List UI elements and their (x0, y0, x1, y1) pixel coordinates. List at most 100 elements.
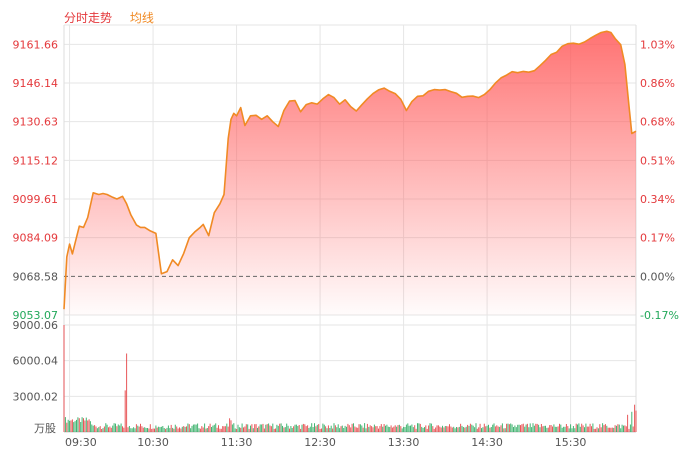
volume-bar (269, 425, 271, 432)
volume-bar (351, 423, 353, 432)
volume-bar (199, 428, 201, 432)
volume-bar (588, 426, 590, 432)
volume-bar (289, 428, 290, 432)
volume-bar (584, 427, 585, 432)
volume-tick-label: 9000.06 (13, 319, 59, 332)
volume-bar (91, 424, 93, 432)
volume-bar (617, 424, 619, 432)
volume-bar (574, 428, 576, 432)
volume-bar (449, 424, 450, 432)
volume-bar (236, 429, 238, 432)
volume-bar (560, 424, 562, 432)
volume-bar (102, 428, 104, 432)
volume-bar (428, 425, 430, 432)
percent-tick-label: 0.51% (640, 154, 675, 167)
volume-bar (437, 425, 439, 432)
volume-bar (628, 428, 630, 432)
volume-bar (215, 423, 217, 432)
volume-bar (474, 427, 476, 432)
volume-bar (302, 423, 304, 432)
volume-bar (287, 425, 289, 432)
volume-bar (506, 423, 508, 432)
volume-bar (95, 426, 97, 432)
volume-bar (94, 425, 96, 432)
volume-bar (503, 428, 505, 432)
volume-bar (141, 426, 143, 432)
volume-bar (469, 423, 471, 432)
volume-bar (536, 423, 538, 432)
volume-bar (419, 423, 421, 432)
volume-bar (593, 428, 595, 432)
volume-bar (632, 426, 634, 432)
volume-bar (532, 423, 534, 432)
volume-bar (117, 424, 119, 432)
volume-bar (538, 424, 540, 432)
volume-bar (165, 428, 167, 432)
volume-bar (135, 424, 137, 432)
volume-bar (332, 428, 334, 432)
volume-bar (330, 425, 332, 432)
volume-bar (337, 424, 339, 432)
price-tick-label: 9115.12 (13, 154, 59, 167)
volume-bar (373, 424, 375, 432)
volume-bar (80, 422, 82, 432)
time-tick-label: 14:30 (471, 436, 503, 449)
volume-bar (219, 428, 221, 432)
percent-tick-label: 0.00% (640, 270, 675, 283)
volume-bar (460, 423, 462, 432)
volume-bar (408, 425, 410, 432)
price-area (64, 31, 636, 316)
volume-bar (276, 424, 278, 432)
volume-bar (616, 425, 617, 432)
volume-bar (634, 404, 636, 432)
time-tick-label: 15:30 (555, 436, 587, 449)
volume-bar (101, 429, 103, 432)
volume-bar (414, 425, 416, 432)
volume-bar (365, 428, 367, 432)
volume-bar (158, 426, 160, 432)
volume-bar (589, 423, 591, 432)
volume-bar (556, 426, 558, 432)
volume-bar (385, 425, 386, 432)
volume-bar (180, 428, 182, 432)
volume-bar (211, 427, 212, 432)
volume-bar (542, 426, 544, 432)
volume-bar (421, 426, 423, 432)
volume-bar (353, 423, 354, 432)
volume-bar (63, 325, 65, 432)
volume-bar (160, 426, 162, 432)
volume-bar (607, 427, 609, 432)
volume-bar (407, 423, 409, 432)
price-area-fill (64, 31, 636, 316)
volume-bar (108, 427, 109, 432)
volume-bar (635, 410, 637, 432)
volume-bar (488, 424, 489, 432)
price-tick-label: 9068.58 (13, 270, 59, 283)
volume-bar (77, 417, 79, 432)
percent-tick-label: 0.86% (640, 77, 675, 90)
volume-bar (522, 423, 524, 432)
volume-bar (128, 426, 130, 432)
volume-bar (252, 428, 254, 432)
legend-minute-trend[interactable]: 分时走势 (64, 11, 113, 25)
volume-unit-label: 万股 (34, 422, 56, 435)
volume-bar (618, 424, 620, 432)
volume-bar (339, 428, 341, 432)
volume-bar (424, 427, 425, 432)
volume-bar (234, 428, 236, 432)
volume-bar (144, 427, 146, 432)
volume-bar (507, 423, 509, 432)
legend-average-line[interactable]: 均线 (129, 11, 154, 25)
volume-bar (561, 427, 563, 432)
volume-bar (181, 426, 183, 432)
volume-bar (87, 420, 89, 432)
volume-bar (348, 425, 350, 432)
volume-bar (433, 428, 435, 432)
volume-bar (577, 424, 578, 432)
volume-bar (103, 426, 105, 432)
volume-bar (255, 424, 257, 432)
volume-bar (344, 425, 346, 432)
volume-bar (124, 390, 126, 432)
volume-bar (137, 425, 139, 432)
